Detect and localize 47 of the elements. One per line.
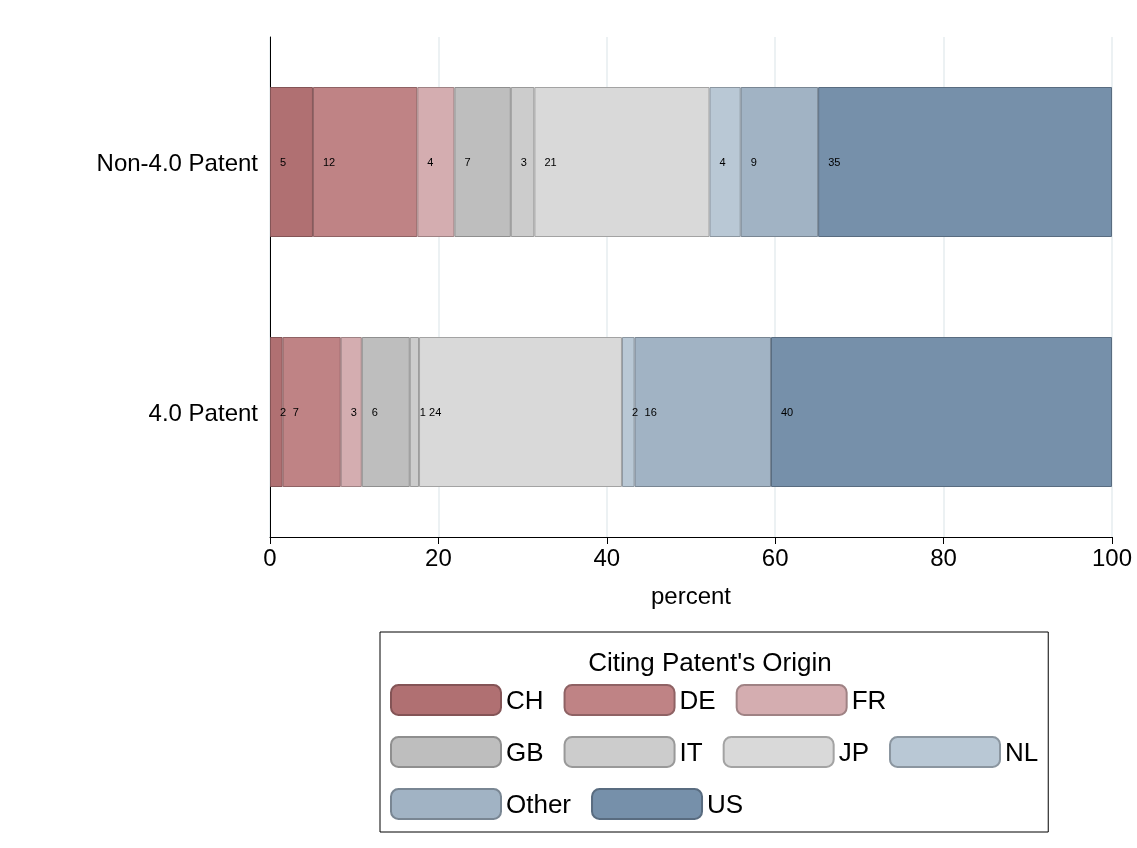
data-label: 12 — [322, 156, 336, 168]
bar — [340, 337, 362, 487]
x-tick-label: 20 — [425, 543, 452, 571]
bar — [417, 87, 455, 237]
data-label: 3 — [350, 406, 357, 418]
x-axis-title: percent — [650, 581, 732, 609]
y-tick-label: 4.0 Patent — [148, 398, 259, 426]
y-tick-label: Non-4.0 Patent — [96, 148, 259, 176]
legend-label: CH — [506, 685, 544, 715]
bar — [312, 87, 418, 237]
data-label: 35 — [828, 156, 841, 168]
data-label: 24 — [429, 406, 442, 418]
x-tick-label: 80 — [930, 543, 957, 571]
legend-label: GB — [506, 737, 544, 767]
legend-label: US — [707, 789, 744, 819]
bar — [740, 87, 819, 237]
legend-label: DE — [679, 685, 716, 715]
data-label: 6 — [371, 406, 378, 418]
x-tick-label: 60 — [761, 543, 789, 571]
data-label: 5 — [280, 156, 287, 168]
legend-title: Citing Patent's Origin — [588, 647, 832, 677]
data-label: 3 — [520, 156, 527, 168]
data-label: 4 — [719, 156, 726, 168]
bar — [770, 337, 1112, 487]
bar — [270, 87, 313, 237]
data-label: 40 — [780, 406, 794, 418]
data-label: 7 — [292, 406, 299, 418]
legend-label: Other — [506, 789, 572, 819]
data-label: 2 — [280, 406, 287, 418]
data-label: 2 — [631, 406, 639, 418]
data-label: 21 — [544, 156, 557, 168]
x-tick-label: 100 — [1091, 543, 1133, 571]
data-label: 7 — [464, 156, 471, 168]
data-label: 16 — [644, 406, 657, 418]
data-label: 1 — [419, 406, 426, 418]
bar — [709, 87, 741, 237]
bar — [818, 87, 1112, 237]
bar — [634, 337, 771, 487]
legend-label: IT — [679, 737, 703, 767]
legend-label: FR — [851, 685, 887, 715]
data-label: 9 — [750, 156, 757, 168]
x-tick-label: 0 — [263, 543, 277, 571]
x-tick-label: 40 — [593, 543, 621, 571]
bar — [282, 337, 341, 487]
legend-label: NL — [1005, 737, 1039, 767]
legend-label: JP — [838, 737, 870, 767]
data-label: 4 — [427, 156, 434, 168]
